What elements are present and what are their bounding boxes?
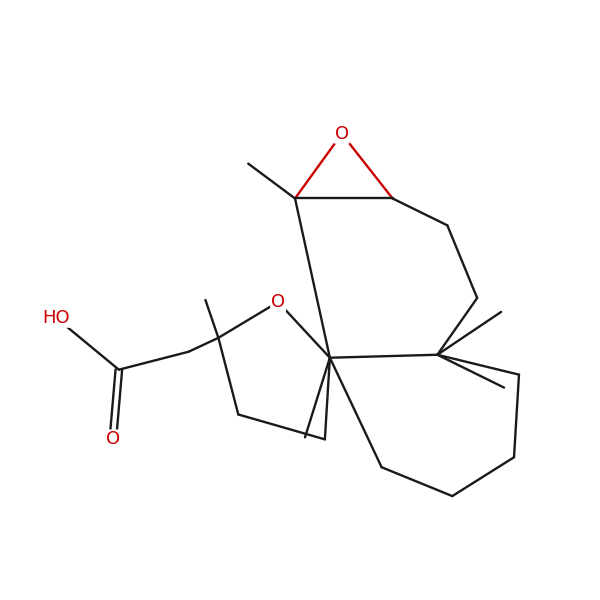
Text: O: O [335,125,349,143]
Text: HO: HO [43,309,70,327]
Text: O: O [106,430,120,448]
Text: O: O [271,293,285,311]
